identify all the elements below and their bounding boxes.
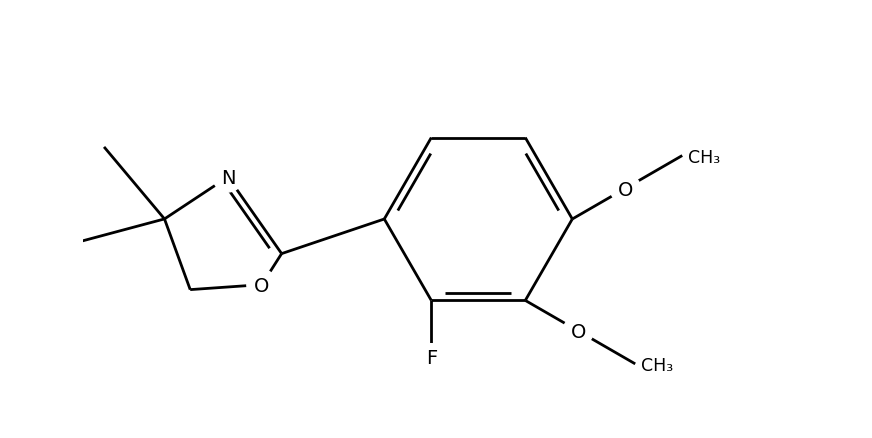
- Text: F: F: [426, 350, 437, 368]
- Circle shape: [247, 269, 277, 300]
- Text: O: O: [255, 277, 269, 296]
- Text: CH₃: CH₃: [641, 357, 673, 375]
- Text: O: O: [617, 181, 633, 200]
- Text: N: N: [221, 170, 235, 188]
- Text: O: O: [570, 324, 586, 343]
- Text: CH₃: CH₃: [688, 148, 720, 166]
- Circle shape: [563, 316, 593, 346]
- Circle shape: [419, 344, 445, 370]
- Circle shape: [213, 162, 243, 192]
- Circle shape: [610, 173, 640, 204]
